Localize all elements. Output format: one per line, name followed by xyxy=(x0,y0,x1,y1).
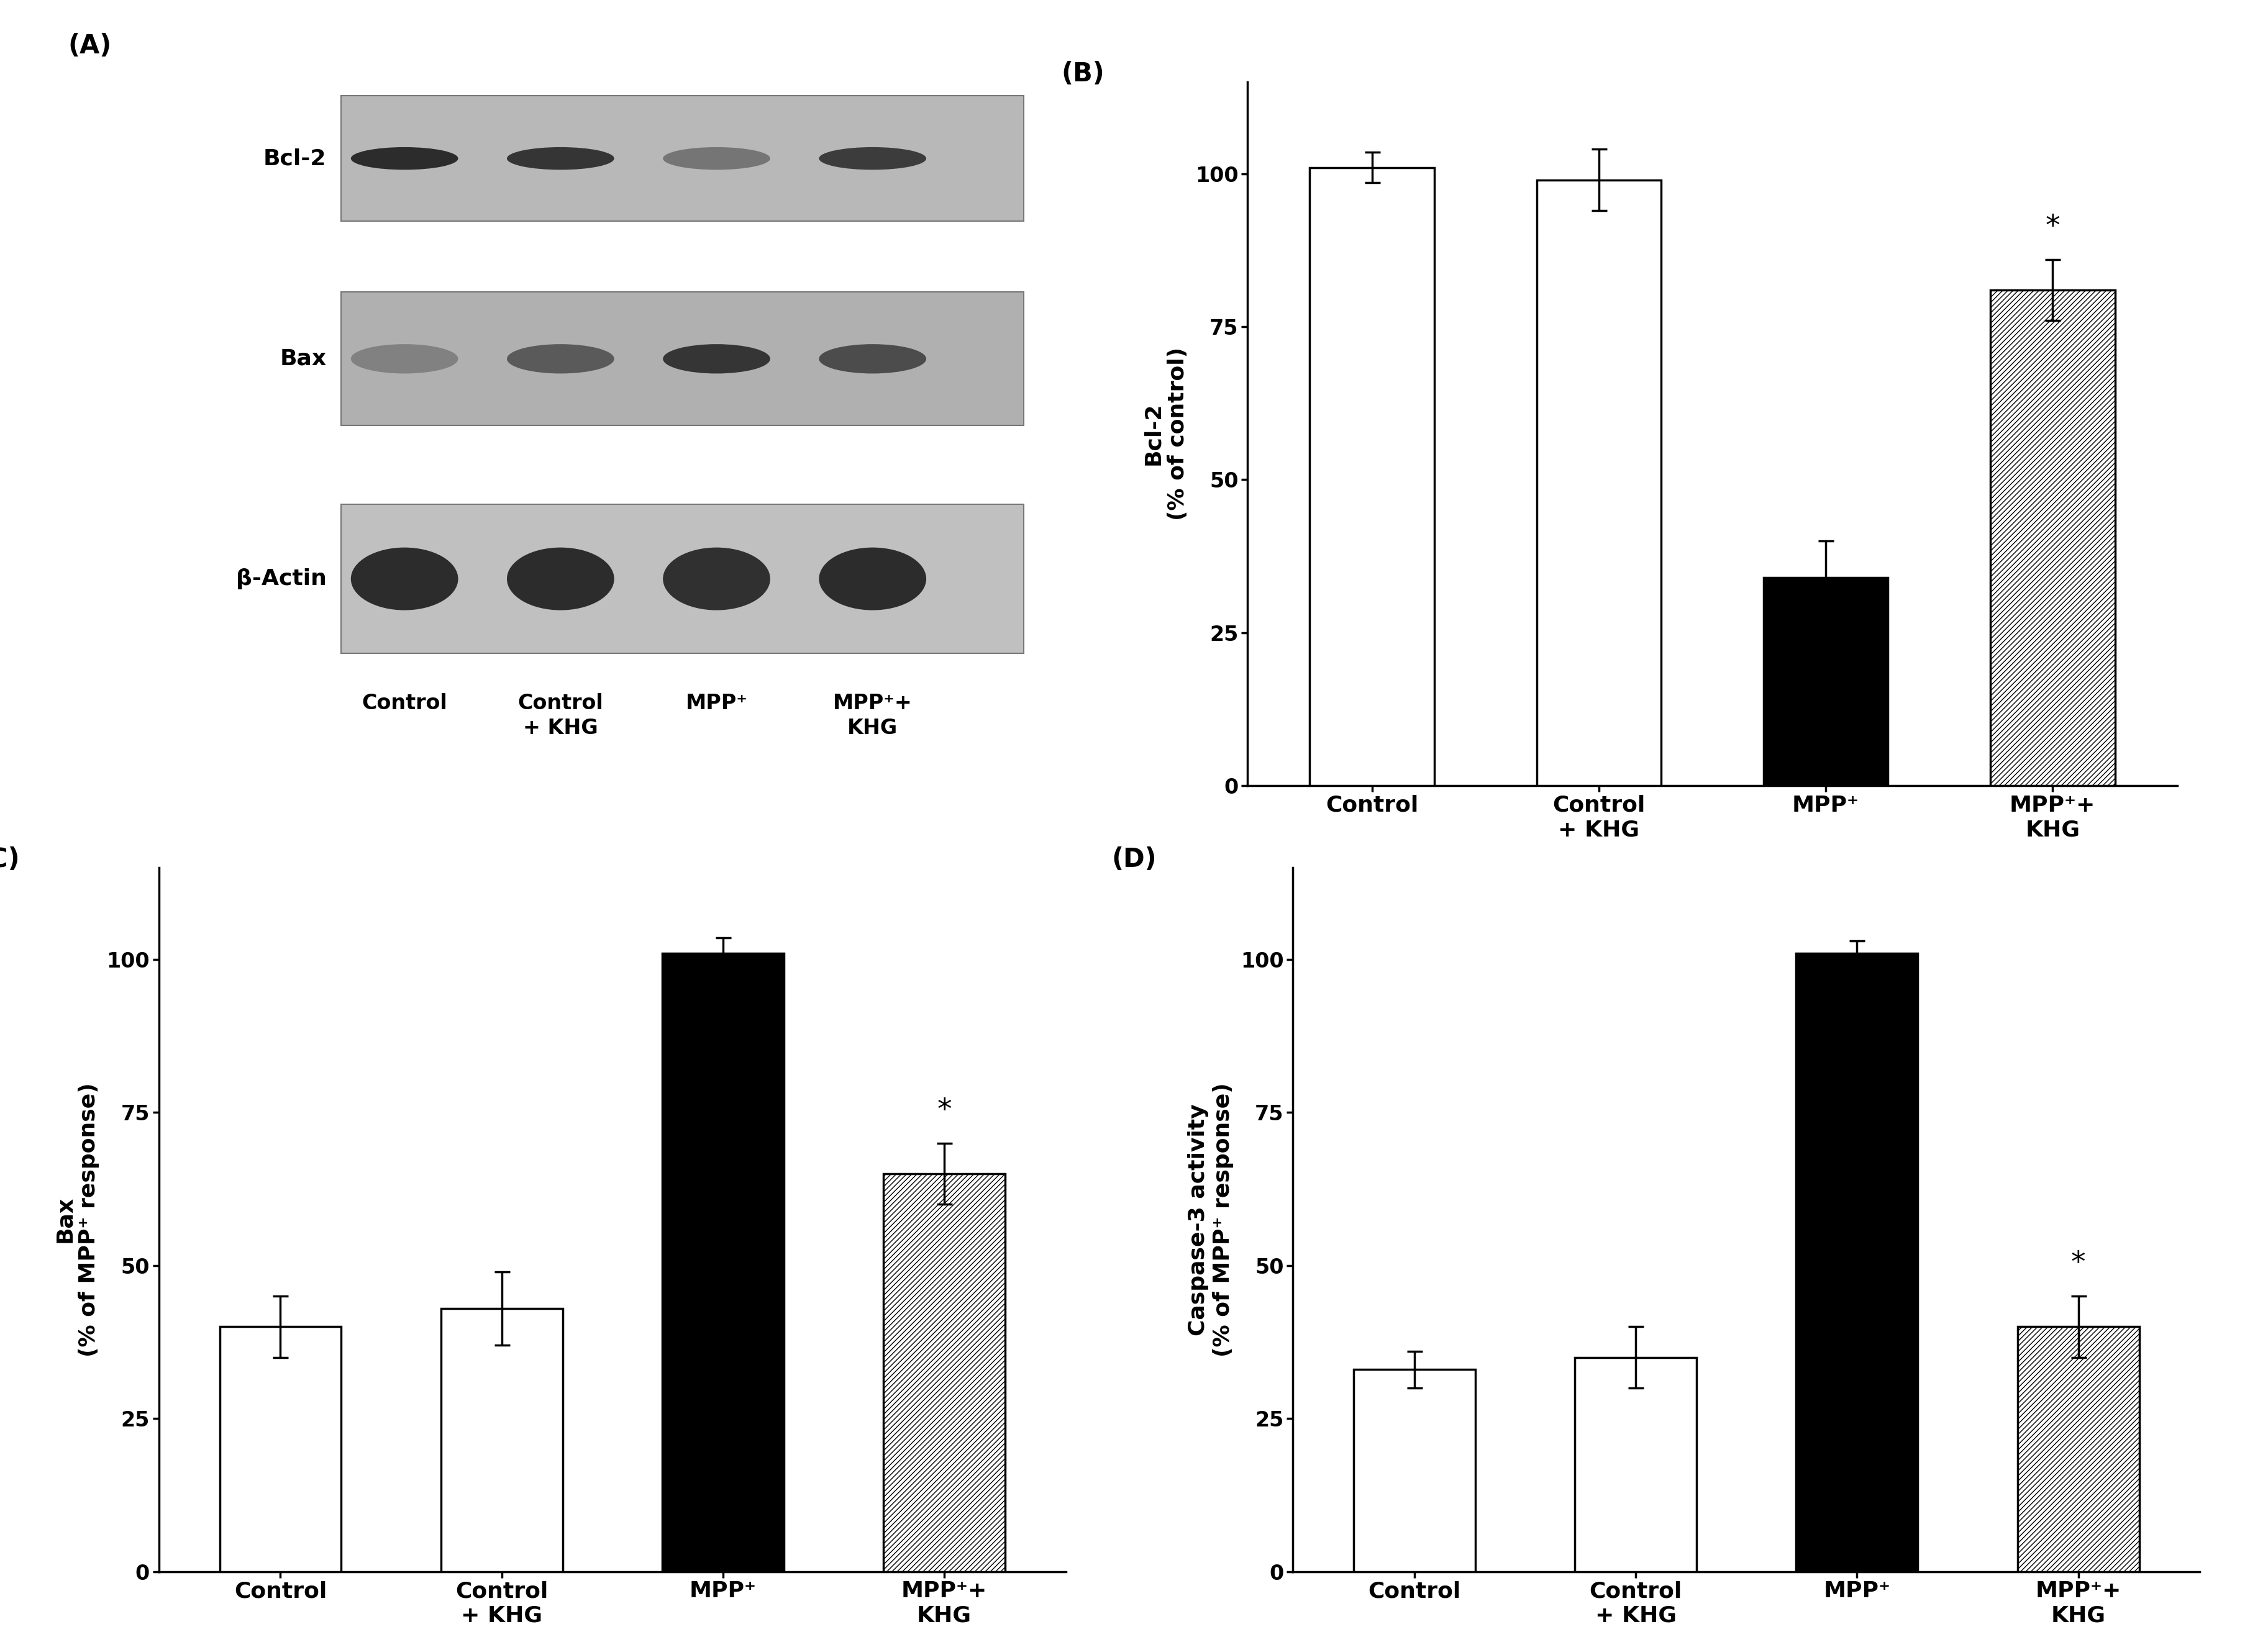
Y-axis label: Bcl-2
(% of control): Bcl-2 (% of control) xyxy=(1143,347,1188,521)
Bar xyxy=(1309,167,1433,786)
Text: (D): (D) xyxy=(1111,846,1157,873)
Text: β-Actin: β-Actin xyxy=(236,568,327,589)
Ellipse shape xyxy=(506,344,615,373)
Text: *: * xyxy=(2071,1249,2087,1278)
Ellipse shape xyxy=(819,147,925,170)
Text: (C): (C) xyxy=(0,846,20,873)
Text: Control: Control xyxy=(361,692,447,714)
Bar xyxy=(662,953,785,1572)
Bar xyxy=(1765,578,1887,786)
Bar xyxy=(1796,953,1919,1572)
Ellipse shape xyxy=(506,147,615,170)
Ellipse shape xyxy=(506,547,615,611)
Ellipse shape xyxy=(662,147,771,170)
Ellipse shape xyxy=(819,547,925,611)
Bar xyxy=(1354,1370,1474,1572)
Ellipse shape xyxy=(352,344,458,373)
Ellipse shape xyxy=(352,147,458,170)
Ellipse shape xyxy=(819,344,925,373)
Text: Bax: Bax xyxy=(279,349,327,370)
Y-axis label: Bax
(% of MPP⁺ response): Bax (% of MPP⁺ response) xyxy=(54,1082,100,1357)
Bar xyxy=(340,291,1023,426)
Ellipse shape xyxy=(662,344,771,373)
Text: (B): (B) xyxy=(1061,61,1105,87)
Bar xyxy=(340,504,1023,653)
Text: *: * xyxy=(937,1097,953,1125)
Bar xyxy=(1574,1357,1696,1572)
Bar xyxy=(340,95,1023,221)
Bar xyxy=(885,1174,1005,1572)
Bar xyxy=(440,1308,562,1572)
Bar xyxy=(1535,180,1660,786)
Text: (A): (A) xyxy=(68,33,111,59)
Text: MPP⁺+
KHG: MPP⁺+ KHG xyxy=(832,692,912,738)
Text: *: * xyxy=(2046,213,2059,241)
Text: Bcl-2: Bcl-2 xyxy=(263,147,327,169)
Bar xyxy=(220,1326,340,1572)
Ellipse shape xyxy=(352,547,458,611)
Bar xyxy=(1991,290,2114,786)
Text: MPP⁺: MPP⁺ xyxy=(685,692,748,714)
Text: Control
+ KHG: Control + KHG xyxy=(517,692,603,738)
Bar xyxy=(2019,1326,2139,1572)
Ellipse shape xyxy=(662,547,771,611)
Y-axis label: Caspase-3 activity
(% of MPP⁺ response): Caspase-3 activity (% of MPP⁺ response) xyxy=(1188,1082,1234,1357)
